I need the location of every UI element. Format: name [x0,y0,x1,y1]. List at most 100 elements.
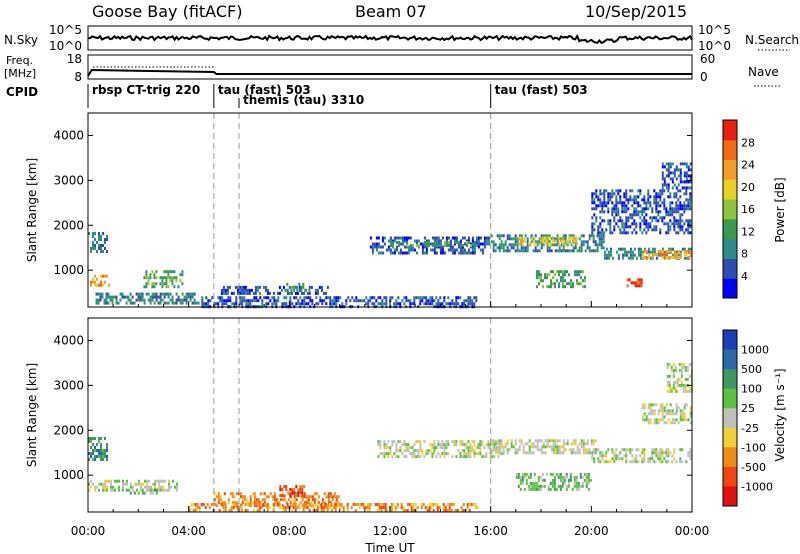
velocity-echo-cell [391,455,394,459]
power-echo-cell [153,273,156,277]
velocity-echo-cell [395,455,398,459]
velocity-echo-cell [314,509,317,512]
power-echo-cell [473,296,476,300]
power-echo-cell [326,285,329,289]
power-echo-cell [603,250,606,254]
velocity-echo-cell [159,488,162,492]
power-echo-cell [673,168,676,172]
power-echo-cell [273,296,276,300]
power-echo-cell [572,285,574,289]
power-echo-cell [220,288,223,292]
power-echo-cell [106,235,108,238]
power-echo-cell [538,237,541,241]
power-echo-cell [175,276,178,280]
velocity-echo-cell [541,484,544,488]
velocity-echo-cell [366,506,369,509]
power-echo-cell [435,239,438,243]
velocity-echo-cell [525,478,528,482]
power-echo-cell [252,291,255,295]
power-echo-cell [487,236,490,240]
power-echo-cell [167,273,170,277]
power-echo-cell [161,276,164,280]
velocity-echo-cell [126,479,128,483]
velocity-echo-cell [406,509,409,512]
velocity-echo-cell [108,479,110,483]
power-echo-cell [95,298,98,302]
y-tick-label: 2000 [53,423,84,437]
velocity-echo-cell [263,498,266,502]
power-echo-cell [329,302,332,306]
power-echo-cell [541,239,544,243]
power-echo-cell [251,299,254,303]
y-tick-label: 4000 [53,333,84,347]
velocity-echo-cell [536,439,539,443]
velocity-echo-cell [304,503,307,506]
power-echo-cell [379,245,382,249]
velocity-echo-cell [529,472,532,476]
velocity-echo-cell [661,451,664,455]
velocity-echo-cell [461,449,464,453]
velocity-echo-cell [302,509,305,512]
velocity-echo-cell [149,488,152,492]
power-echo-cell [395,248,398,252]
power-echo-cell [679,222,682,226]
velocity-echo-cell [249,504,252,508]
power-echo-cell [471,239,474,243]
power-echo-cell [677,207,680,211]
velocity-echo-cell [227,498,230,502]
power-echo-cell [301,302,304,306]
power-echo-cell [671,186,674,190]
power-echo-cell [550,270,552,274]
power-echo-cell [687,222,690,226]
power-echo-cell [201,299,204,303]
velocity-echo-cell [146,485,148,489]
power-echo-cell [399,251,402,255]
velocity-echo-cell [689,454,692,458]
power-echo-cell [661,201,664,205]
velocity-echo-cell [575,475,578,479]
velocity-echo-cell [570,448,573,452]
power-echo-cell [538,273,540,277]
velocity-echo-cell [162,485,164,489]
velocity-echo-cell [536,445,539,449]
power-echo-cell [530,234,533,238]
velocity-echo-cell [249,495,252,499]
power-echo-cell [469,302,472,306]
velocity-echo-cell [682,383,685,387]
x-tick-label: 08:00 [272,524,307,538]
power-echo-cell [615,210,618,214]
power-echo-cell [637,189,640,193]
velocity-echo-cell [468,509,471,512]
velocity-echo-cell [327,498,330,502]
colorbar-swatch [723,369,737,390]
power-echo-cell [576,282,578,286]
power-echo-cell [371,251,374,255]
velocity-echo-cell [649,412,652,416]
velocity-echo-cell [283,485,286,489]
power-echo-cell [683,201,686,205]
power-echo-cell [163,276,166,280]
velocity-echo-cell [402,506,405,509]
velocity-echo-cell [532,445,535,449]
velocity-echo-cell [667,409,670,413]
power-echo-cell [679,201,682,205]
velocity-echo-cell [593,460,596,464]
power-echo-cell [465,299,468,303]
power-echo-cell [649,201,652,205]
power-echo-cell [685,165,688,169]
power-echo-cell [236,291,239,295]
velocity-echo-cell [569,475,572,479]
velocity-echo-cell [645,418,648,422]
power-echo-cell [689,250,692,253]
freq-panel [87,54,693,80]
power-echo-cell [479,242,482,246]
velocity-echo-cell [661,454,664,458]
velocity-echo-cell [325,504,328,508]
velocity-echo-cell [436,503,439,506]
power-echo-cell [526,240,529,244]
power-echo-cell [477,242,480,246]
velocity-echo-cell [567,478,570,482]
power-echo-cell [596,246,599,250]
power-echo-cell [401,236,404,240]
velocity-echo-cell [538,448,541,452]
